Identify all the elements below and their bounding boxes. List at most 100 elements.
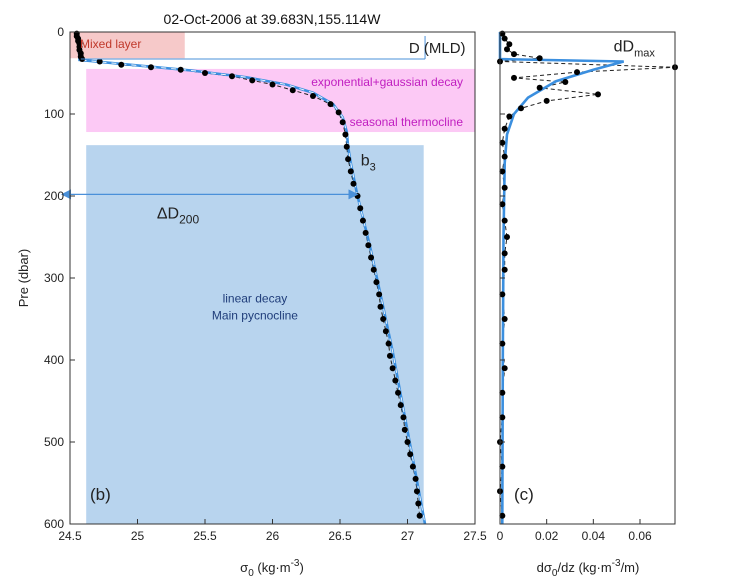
observed-line-c <box>499 33 676 516</box>
data-point-c <box>518 105 524 112</box>
data-point-c <box>574 69 580 76</box>
data-point-c <box>499 512 506 519</box>
data-point-c <box>562 79 569 86</box>
y-axis-ticks: 0 100 200 300 400 500 600 <box>44 25 75 531</box>
data-point-b <box>389 365 396 372</box>
annotation-layer-c: dDmax <box>614 39 656 60</box>
linear-decay-label: linear decay <box>223 292 288 306</box>
data-point-c <box>499 168 506 175</box>
data-point-c <box>499 340 506 347</box>
data-point-b <box>382 328 389 335</box>
data-point-b <box>345 156 352 163</box>
data-point-b <box>377 303 384 310</box>
y-tick-label: 100 <box>44 107 64 121</box>
data-point-c <box>501 217 508 224</box>
data-point-c <box>501 250 508 257</box>
data-point-c <box>501 316 508 322</box>
fit-line-b-dash <box>77 31 426 525</box>
data-point-b <box>395 389 402 396</box>
data-point-c <box>511 74 517 81</box>
data-point-b <box>376 291 383 298</box>
y-tick-label: 500 <box>44 435 64 449</box>
y-tick-label: 0 <box>57 25 64 39</box>
data-point-b <box>407 451 414 458</box>
y-tick-label: 300 <box>44 271 64 285</box>
data-point-c <box>536 55 543 62</box>
chart-title: 02-Oct-2006 at 39.683N,155.114W <box>164 11 382 27</box>
data-point-c <box>506 113 513 120</box>
series-layer <box>73 30 427 525</box>
data-point-b <box>362 229 369 236</box>
data-point-b <box>327 101 334 108</box>
data-point-b <box>359 217 366 224</box>
x-tick-label: 25 <box>131 529 145 543</box>
y-tick-label: 200 <box>44 189 64 203</box>
fit-line-c <box>498 32 625 525</box>
data-point-b <box>350 180 357 187</box>
mld-label: D (MLD) <box>409 40 466 57</box>
data-point-b <box>269 81 276 88</box>
y-tick-label: 400 <box>44 353 64 367</box>
data-point-b <box>380 316 387 322</box>
series-layer-c <box>497 30 678 525</box>
x-axis-ticks-c: 0 0.02 0.04 0.06 <box>497 519 652 543</box>
data-point-b <box>365 242 372 249</box>
data-point-c <box>501 153 508 160</box>
data-point-b <box>343 143 350 150</box>
data-point-b <box>404 439 411 445</box>
data-point-b <box>397 402 404 409</box>
data-point-b <box>118 61 125 68</box>
data-point-b <box>229 73 235 80</box>
x-axis-ticks: 24.5 25 25.5 26 26.5 27 27.5 <box>58 519 487 543</box>
x-axis-label-c-text: dσ0/dz (kg·m-3/m) <box>537 558 640 579</box>
data-point-b <box>289 87 296 94</box>
data-point-c <box>501 35 508 42</box>
data-point-b <box>413 488 420 495</box>
data-point-b <box>385 340 392 347</box>
data-point-b <box>412 475 419 482</box>
region-1 <box>86 68 475 133</box>
region-layer <box>70 32 475 524</box>
data-point-b <box>400 414 407 421</box>
data-point-b <box>354 193 361 199</box>
x-tick-label-c: 0.06 <box>628 529 652 543</box>
data-point-c <box>499 201 506 208</box>
panel-label-b: (b) <box>90 485 111 504</box>
panel-c-frame <box>499 31 676 525</box>
data-point-c <box>536 84 543 91</box>
x-tick-label: 27.5 <box>463 529 487 543</box>
x-tick-label: 25.5 <box>193 529 217 543</box>
y-axis-ticks-c <box>500 31 505 525</box>
data-point-b <box>148 64 154 71</box>
data-point-b <box>177 66 184 73</box>
data-point-b <box>392 377 399 384</box>
data-point-b <box>401 426 408 433</box>
data-point-b <box>310 92 316 99</box>
panel-label-c: (c) <box>514 485 534 504</box>
data-point-c <box>499 463 506 470</box>
data-point-c <box>595 91 601 98</box>
main-pycnocline-label: Main pycnocline <box>212 309 298 323</box>
data-point-b <box>368 254 375 261</box>
data-point-c <box>501 184 508 191</box>
data-point-c <box>501 365 508 372</box>
data-point-b <box>357 205 364 212</box>
x-axis-label-b-text: σ0 (kg·m-3) <box>240 558 304 579</box>
x-tick-label: 24.5 <box>58 529 82 543</box>
data-point-b <box>386 352 393 359</box>
data-point-c <box>504 46 510 53</box>
data-point-b <box>409 463 416 470</box>
data-point-c <box>506 41 513 48</box>
data-point-b <box>373 279 380 286</box>
data-point-c <box>499 389 506 396</box>
b3-label: b3 <box>361 153 376 174</box>
data-point-c <box>501 125 508 132</box>
dd-max-label: dDmax <box>614 39 656 60</box>
data-point-b <box>96 58 103 65</box>
data-point-b <box>249 77 256 84</box>
data-point-b <box>335 109 342 116</box>
data-point-b <box>342 131 349 138</box>
x-tick-label-c: 0 <box>497 529 504 543</box>
data-point-b <box>347 168 354 175</box>
